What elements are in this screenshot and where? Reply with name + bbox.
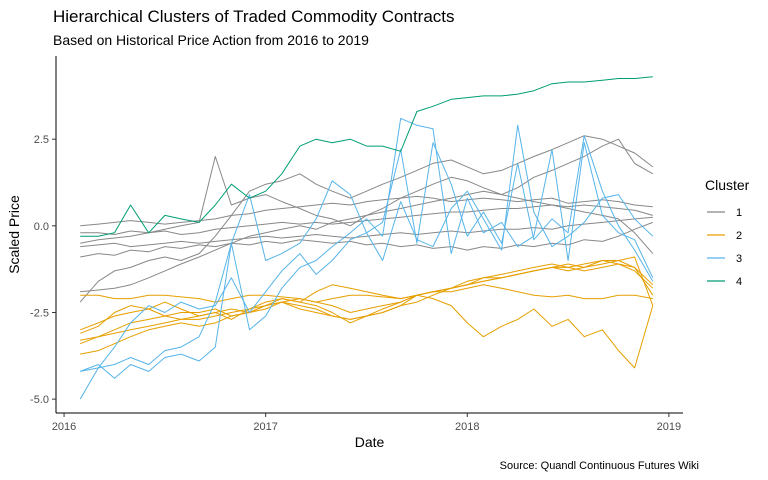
legend-title: Cluster bbox=[705, 177, 750, 193]
y-tick-label: -2.5 bbox=[30, 307, 49, 319]
legend-label-3: 3 bbox=[736, 253, 742, 265]
x-tick-label: 2017 bbox=[253, 421, 277, 433]
legend-label-1: 1 bbox=[736, 207, 742, 219]
series-line-cluster-2-9 bbox=[80, 260, 654, 341]
x-tick-label: 2019 bbox=[657, 421, 681, 433]
series-line-cluster-1-2 bbox=[80, 216, 653, 248]
series-line-cluster-1-0 bbox=[80, 195, 653, 227]
y-tick-label: 2.5 bbox=[34, 134, 49, 146]
series-line-cluster-1-6 bbox=[80, 221, 653, 258]
series-line-cluster-4-16 bbox=[80, 76, 653, 237]
series-line-cluster-3-14 bbox=[79, 124, 654, 400]
series-line-cluster-3-15 bbox=[80, 117, 654, 379]
chart-caption: Source: Quandl Continuous Futures Wiki bbox=[499, 460, 699, 472]
series-line-cluster-1-4 bbox=[79, 135, 654, 303]
y-tick-label: -5.0 bbox=[30, 394, 49, 406]
series-line-cluster-1-5 bbox=[80, 138, 654, 244]
chart-subtitle: Based on Historical Price Action from 20… bbox=[53, 32, 369, 48]
legend-label-4: 4 bbox=[736, 276, 742, 288]
y-axis-title: Scaled Price bbox=[6, 195, 22, 274]
series-line-cluster-2-8 bbox=[80, 263, 654, 345]
series-line-cluster-2-10 bbox=[80, 260, 654, 355]
axes-layer: -5.0 -2.5 0.0 2.5 2016 2017 2018 2019 Date Scaled… bbox=[6, 56, 683, 450]
legend-label-2: 2 bbox=[736, 230, 742, 242]
series-line-cluster-2-12 bbox=[80, 284, 654, 369]
chart-title: Hierarchical Clusters of Traded Commodit… bbox=[53, 7, 455, 26]
y-tick-label: 0.0 bbox=[34, 221, 49, 233]
series-layer bbox=[79, 76, 654, 400]
series-line-cluster-2-7 bbox=[80, 284, 653, 303]
x-tick-label: 2018 bbox=[455, 421, 479, 433]
x-axis-title: Date bbox=[355, 434, 385, 450]
legend: Cluster 1 2 3 4 bbox=[705, 177, 750, 288]
x-tick-label: 2016 bbox=[52, 421, 76, 433]
series-line-cluster-2-11 bbox=[80, 256, 654, 331]
series-line-cluster-1-1 bbox=[80, 204, 653, 235]
